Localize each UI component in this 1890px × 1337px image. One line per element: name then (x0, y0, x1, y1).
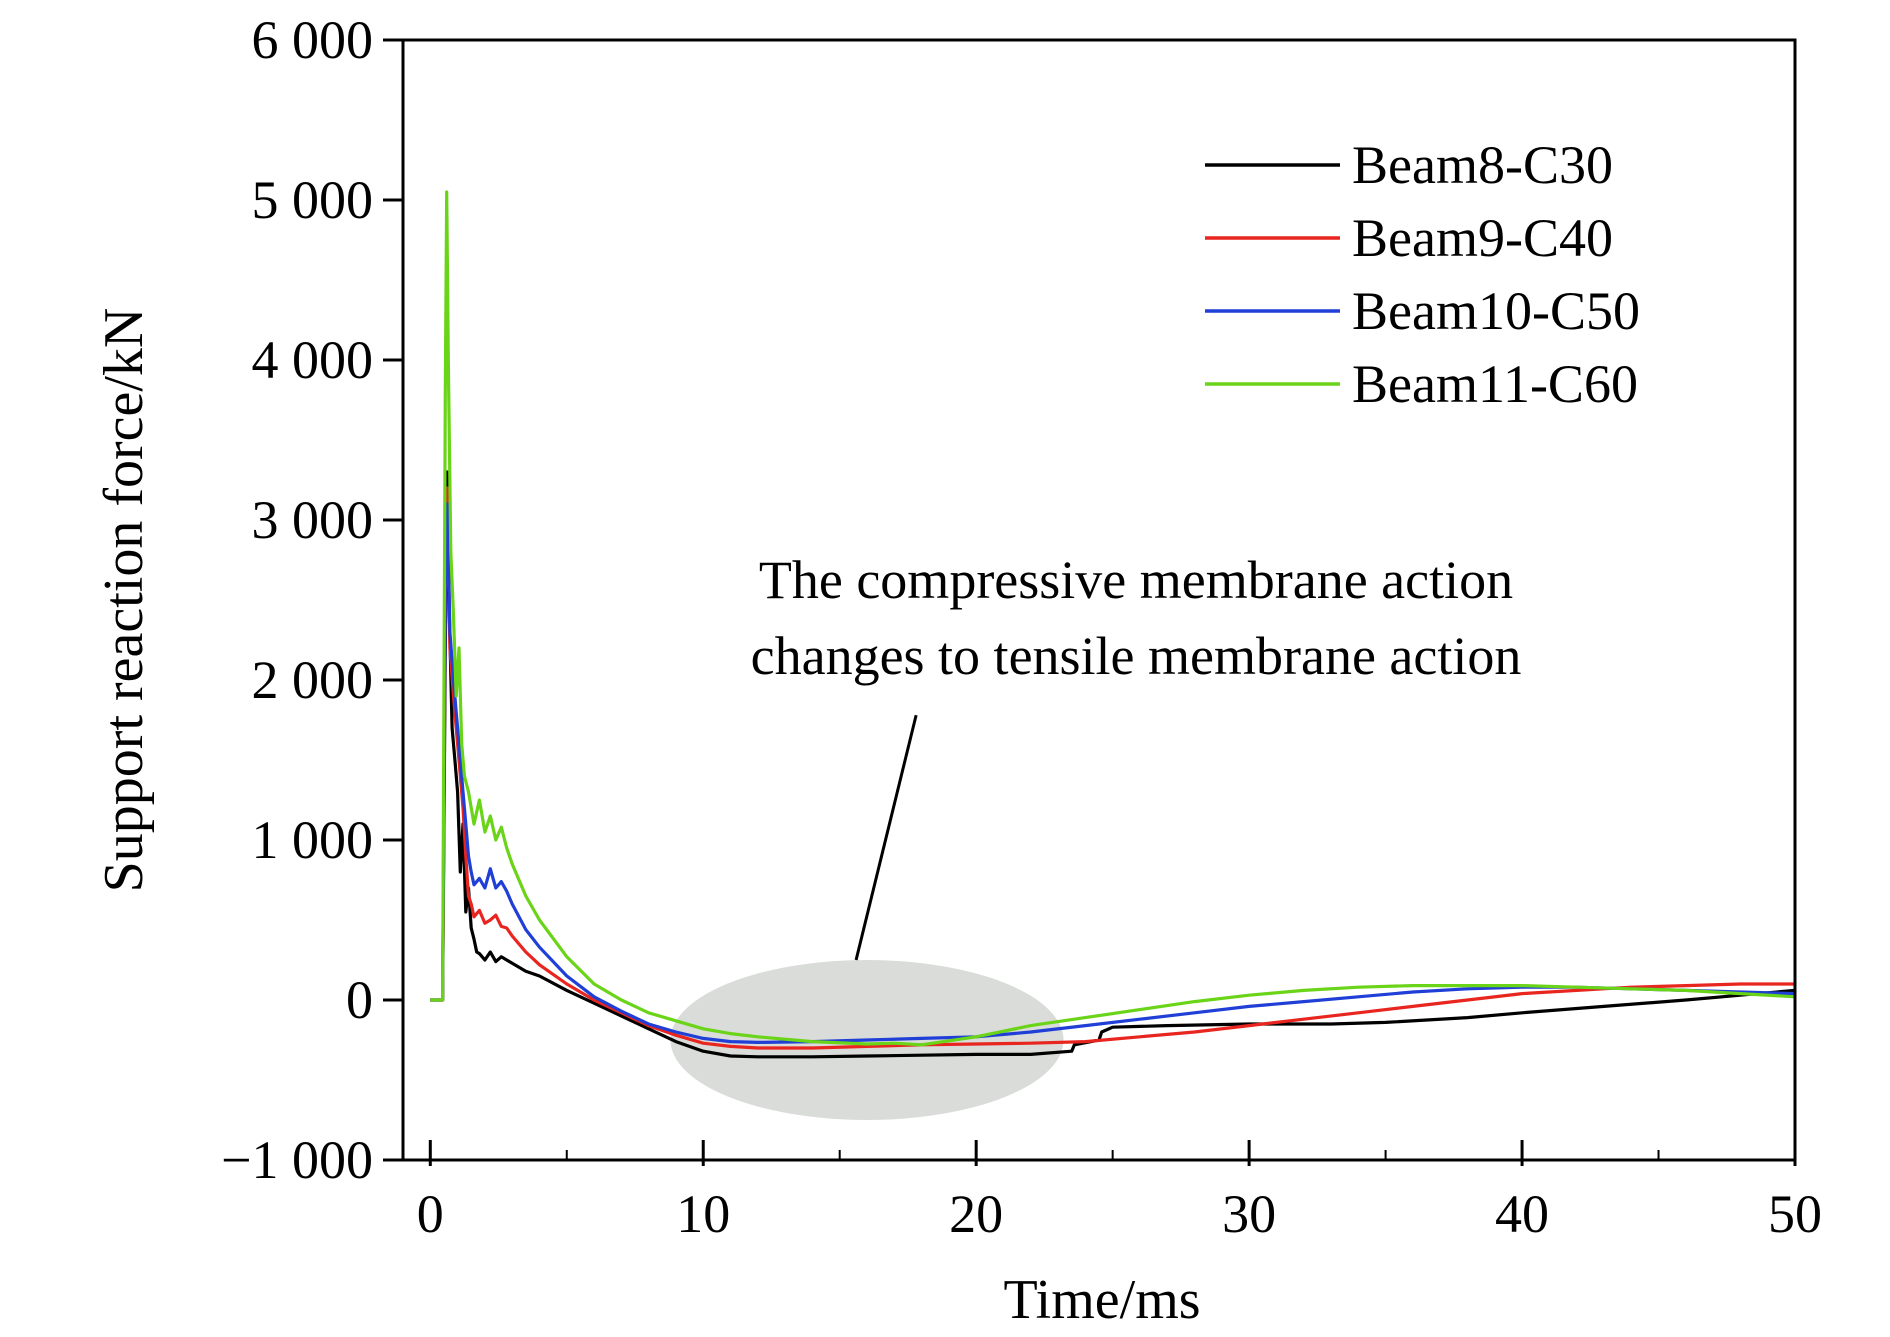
x-tick-label: 30 (1222, 1184, 1276, 1244)
annotation-line-1: The compressive membrane action (759, 550, 1513, 610)
x-tick-label: 40 (1495, 1184, 1549, 1244)
legend-label: Beam9-C40 (1352, 208, 1613, 268)
annotation-pointer-line (854, 714, 918, 961)
y-axis-ticks: −1 000 0 1 000 2 000 3 000 4 000 5 000 6 000 (221, 10, 403, 1190)
legend-label: Beam8-C30 (1352, 135, 1613, 195)
y-axis-label: Support reaction force/kN (93, 308, 155, 893)
x-tick-label: 50 (1768, 1184, 1822, 1244)
legend-label: Beam11-C60 (1352, 354, 1638, 414)
y-tick-label: 6 000 (252, 10, 374, 70)
x-tick-label: 20 (949, 1184, 1003, 1244)
y-tick-label: 4 000 (252, 330, 374, 390)
y-tick-label: 2 000 (252, 650, 374, 710)
series-line-beam11-c60 (430, 190, 1796, 1047)
series-line-beam10-c50 (430, 502, 1796, 1044)
plot-frame (401, 38, 1797, 1162)
y-tick-label: 1 000 (252, 810, 374, 870)
annotation: The compressive membrane action changes … (751, 550, 1522, 961)
x-axis-ticks: 0 10 20 30 40 50 (417, 1140, 1822, 1244)
series-line-beam8-c30 (430, 470, 1796, 1059)
x-axis-label: Time/ms (1003, 1269, 1200, 1331)
legend: Beam8-C30 Beam9-C40 Beam10-C50 Beam11-C60 (1205, 135, 1640, 414)
y-tick-label: 3 000 (252, 490, 374, 550)
annotation-line-2: changes to tensile membrane action (751, 626, 1522, 686)
y-tick-label: 5 000 (252, 170, 374, 230)
x-tick-label: 0 (417, 1184, 444, 1244)
series-layer (430, 190, 1796, 1059)
y-tick-label: 0 (346, 970, 373, 1030)
x-tick-label: 10 (676, 1184, 730, 1244)
y-tick-label: −1 000 (221, 1130, 373, 1190)
legend-label: Beam10-C50 (1352, 281, 1640, 341)
